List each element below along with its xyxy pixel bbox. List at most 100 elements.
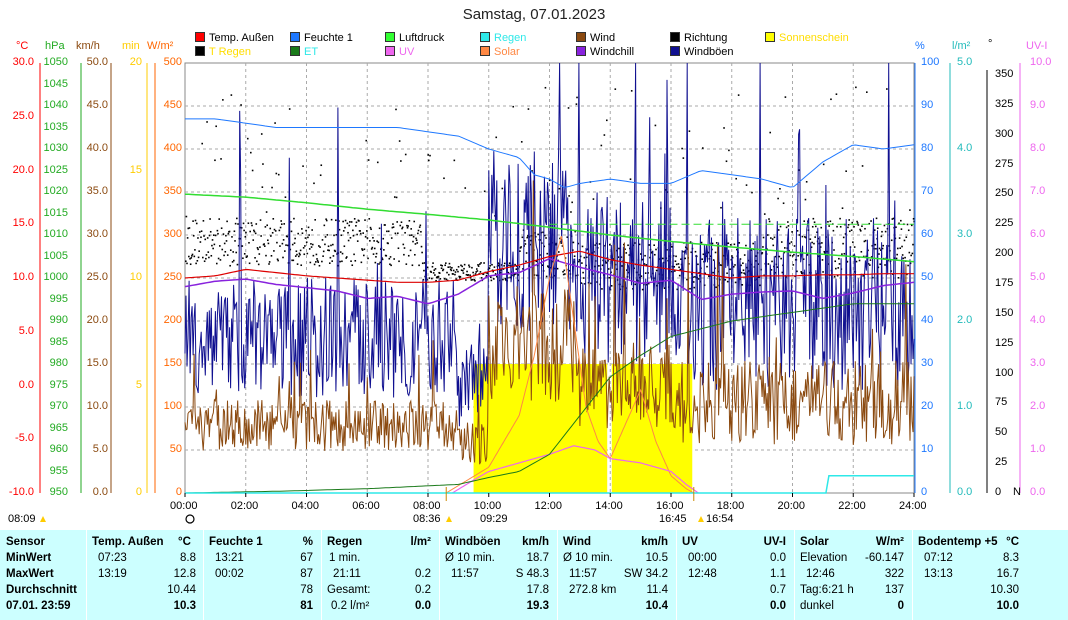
direction-dot: [185, 260, 187, 263]
direction-dot: [372, 253, 375, 255]
direction-dot: [572, 241, 575, 244]
direction-dot: [761, 252, 764, 254]
direction-dot: [198, 231, 201, 233]
legend-item: Luftdruck: [385, 32, 444, 44]
direction-dot: [285, 244, 287, 246]
direction-dot: [412, 240, 414, 243]
legend-swatch: [290, 46, 300, 56]
direction-dot: [331, 260, 334, 262]
direction-dot: [729, 243, 732, 246]
direction-dot: [714, 251, 717, 254]
direction-dot: [389, 263, 391, 266]
legend-item: Windchill: [576, 46, 634, 58]
direction-dot: [677, 263, 680, 265]
direction-dot: [701, 147, 704, 149]
legend-item: Solar: [480, 46, 520, 58]
pct-axis-tick: 40: [921, 314, 934, 326]
direction-dot: [908, 251, 911, 254]
direction-dot: [202, 256, 204, 259]
direction-dot: [833, 275, 836, 278]
direction-dot: [320, 164, 323, 167]
direction-dot: [475, 271, 477, 273]
sunshine-bar: [473, 364, 608, 493]
direction-dot: [647, 282, 650, 285]
direction-dot: [258, 253, 261, 255]
direction-dot: [462, 272, 465, 274]
feuchte-min: 67: [300, 552, 313, 564]
row-label-max: MaxWert: [6, 568, 54, 580]
direction-dot: [409, 234, 411, 237]
wind-avg10-label: Ø 10 min.: [563, 552, 613, 564]
direction-dot: [229, 264, 231, 267]
direction-dot: [868, 222, 871, 225]
direction-dot: [861, 165, 864, 167]
direction-dot: [559, 240, 562, 243]
direction-dot: [348, 224, 351, 227]
min-axis-tick: 0: [135, 486, 142, 498]
direction-dot: [898, 237, 901, 239]
direction-dot: [364, 236, 367, 238]
x-tick-label: 08:00: [413, 500, 441, 512]
direction-dot: [250, 222, 253, 224]
direction-dot: [330, 244, 332, 247]
direction-dot: [896, 253, 898, 256]
direction-dot: [356, 233, 358, 236]
direction-dot: [745, 244, 747, 247]
direction-dot: [617, 256, 620, 258]
direction-dot: [813, 221, 816, 224]
direction-dot: [531, 170, 533, 172]
lm2-axis-tick: 2.0: [957, 314, 973, 326]
direction-dot: [640, 275, 643, 277]
direction-dot: [800, 271, 802, 273]
temp-axis-tick: 15.0: [12, 217, 34, 230]
hpa-axis-tick: 950: [49, 486, 68, 498]
direction-dot: [226, 220, 228, 223]
direction-dot: [869, 259, 872, 261]
direction-dot: [362, 254, 365, 257]
direction-dot: [891, 218, 894, 220]
direction-dot: [282, 256, 284, 259]
direction-dot: [242, 257, 244, 260]
direction-dot: [476, 270, 479, 272]
direction-dot: [359, 230, 361, 232]
direction-dot: [546, 252, 549, 255]
direction-dot: [361, 248, 363, 250]
feuchte-avg: 78: [300, 584, 313, 596]
direction-dot: [719, 264, 722, 266]
direction-dot: [674, 260, 677, 263]
temp-axis-unit: °C: [16, 40, 29, 52]
direction-dot: [789, 254, 792, 257]
direction-dot: [274, 230, 277, 232]
uvi-axis-tick: 1.0: [1030, 443, 1046, 455]
hpa-axis-tick: 1020: [43, 185, 68, 197]
direction-dot: [913, 220, 915, 223]
direction-dot: [809, 238, 812, 240]
direction-dot: [875, 217, 878, 220]
legend-label: Windchill: [590, 46, 635, 58]
direction-dot: [872, 276, 874, 279]
direction-dot: [426, 266, 429, 269]
deg-axis-tick: 175: [995, 276, 1014, 289]
direction-dot: [507, 271, 510, 274]
direction-dot: [271, 186, 273, 189]
direction-dot: [381, 258, 384, 261]
direction-dot: [777, 197, 779, 200]
direction-dot: [246, 137, 249, 140]
direction-dot: [750, 249, 753, 252]
pct-axis-tick: 20: [921, 400, 934, 412]
direction-dot: [421, 262, 424, 265]
uv-end-time: 16:54: [706, 513, 734, 525]
direction-dot: [215, 125, 217, 128]
wind-unit: km/h: [641, 536, 668, 548]
direction-dot: [300, 264, 303, 267]
direction-dot: [401, 226, 404, 229]
direction-dot: [187, 227, 190, 230]
kmh-axis-tick: 35.0: [86, 185, 108, 197]
direction-dot: [253, 230, 256, 233]
legend-label: Sonnenschein: [779, 32, 849, 44]
direction-dot: [646, 283, 648, 286]
windboen-max: S 48.3: [515, 568, 549, 580]
direction-dot: [448, 262, 451, 265]
windboen-unit: km/h: [522, 536, 549, 548]
direction-dot: [273, 228, 276, 231]
